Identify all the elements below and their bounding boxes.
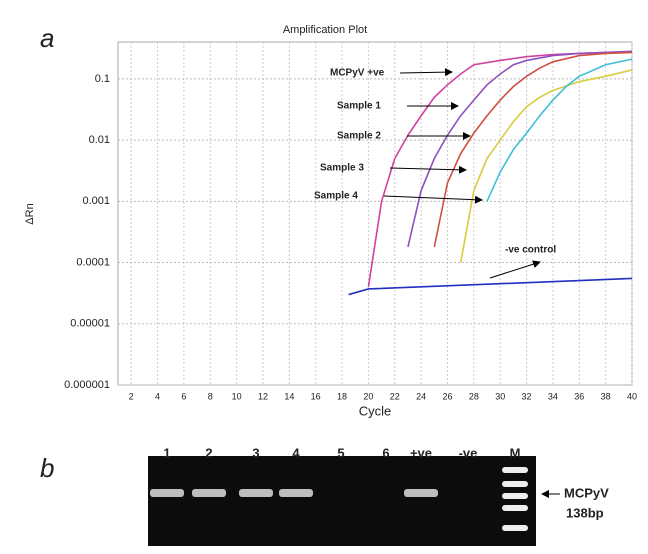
lane-label: 3: [252, 445, 259, 460]
x-tick-label: 34: [548, 391, 558, 401]
lane-label: -ve: [459, 445, 478, 460]
gel-band: [150, 489, 184, 497]
series-label: Sample 3: [320, 163, 364, 174]
figure: a b Amplification Plot Cycle ΔRn 2468101…: [0, 0, 648, 554]
gel-band: [279, 489, 313, 497]
band-label: 138bp: [566, 505, 604, 520]
x-tick-label: 4: [155, 391, 160, 401]
gel-image: [148, 456, 536, 546]
x-tick-label: 10: [232, 391, 242, 401]
x-tick-label: 38: [601, 391, 611, 401]
series-label: Sample 4: [314, 191, 358, 202]
gel-band: [404, 489, 438, 497]
lane-label: 4: [292, 445, 300, 460]
y-tick-label: 0.01: [89, 134, 110, 146]
x-tick-label: 18: [337, 391, 347, 401]
chart-title: Amplification Plot: [283, 24, 367, 36]
plot-area: [118, 42, 632, 385]
x-tick-label: 30: [495, 391, 505, 401]
y-tick-label: 0.001: [82, 195, 110, 207]
lane-label: 6: [382, 445, 389, 460]
ladder-band: [502, 493, 528, 499]
panel-label: b: [40, 453, 54, 483]
x-tick-label: 24: [416, 391, 426, 401]
y-tick-label: 0.0001: [76, 256, 110, 268]
x-tick-label: 12: [258, 391, 268, 401]
y-tick-label: 0.00001: [70, 318, 110, 330]
x-tick-label: 20: [363, 391, 373, 401]
lane-label: M: [510, 445, 521, 460]
x-tick-label: 26: [442, 391, 452, 401]
ladder-band: [502, 467, 528, 473]
band-label: MCPyV: [564, 485, 609, 500]
series-label: -ve control: [505, 245, 556, 256]
lane-label: 2: [205, 445, 212, 460]
gel-band: [192, 489, 226, 497]
lane-label: +ve: [410, 445, 432, 460]
x-tick-label: 36: [574, 391, 584, 401]
x-tick-label: 6: [181, 391, 186, 401]
x-tick-label: 8: [208, 391, 213, 401]
series-label: Sample 2: [337, 131, 381, 142]
series-label: Sample 1: [337, 101, 381, 112]
panel-label: a: [40, 23, 54, 53]
lane-label: 5: [337, 445, 344, 460]
x-tick-label: 16: [311, 391, 321, 401]
x-tick-label: 28: [469, 391, 479, 401]
gel-band: [239, 489, 273, 497]
x-tick-label: 2: [129, 391, 134, 401]
ladder-band: [502, 505, 528, 511]
x-tick-label: 40: [627, 391, 637, 401]
y-axis-label: ΔRn: [24, 203, 36, 224]
y-tick-label: 0.1: [95, 73, 110, 85]
series-label: MCPyV +ve: [330, 68, 385, 79]
lane-label: 1: [163, 445, 170, 460]
ladder-band: [502, 481, 528, 487]
ladder-band: [502, 525, 528, 531]
y-tick-label: 0.000001: [64, 379, 110, 391]
x-tick-label: 22: [390, 391, 400, 401]
x-axis-label: Cycle: [359, 403, 392, 418]
x-tick-label: 32: [522, 391, 532, 401]
x-tick-label: 14: [284, 391, 294, 401]
